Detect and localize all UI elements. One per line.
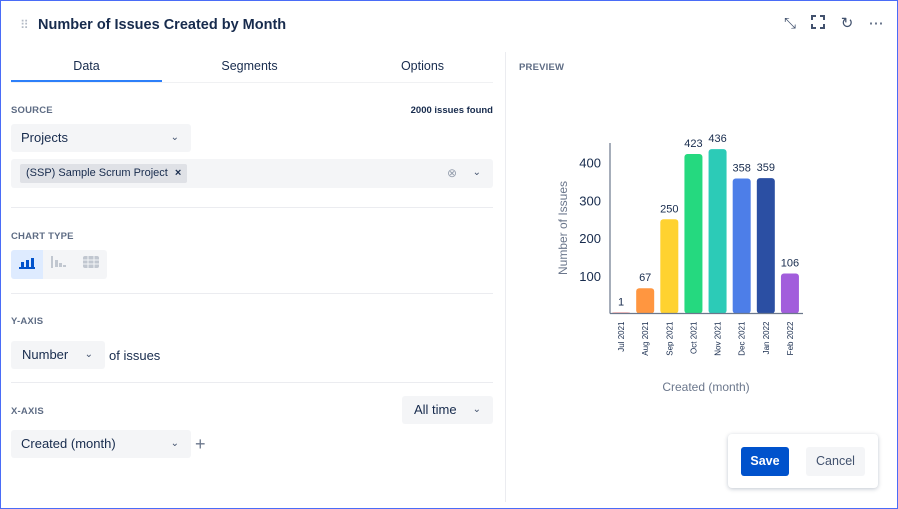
data-label: 358 (733, 163, 751, 175)
bar-chart-icon (19, 258, 35, 269)
tab-segments[interactable]: Segments (221, 59, 278, 73)
stacked-bar-icon (51, 256, 66, 268)
x-tick-label: Aug 2021 (641, 321, 650, 356)
x-axis-title: Created (month) (662, 380, 749, 394)
x-axis-select[interactable]: Created (month) ⌄ (11, 430, 191, 458)
y-tick-label: 400 (579, 156, 601, 171)
x-tick-label: Jan 2022 (762, 321, 771, 354)
x-tick-label: Oct 2021 (689, 321, 698, 354)
page-title: Number of Issues Created by Month (38, 17, 287, 33)
x-tick-label: Dec 2021 (738, 321, 747, 356)
source-select[interactable]: Projects ⌄ (11, 124, 191, 152)
x-tick-label: Nov 2021 (714, 321, 723, 356)
bar (732, 178, 751, 314)
time-range-value: All time (414, 402, 457, 417)
chevron-down-icon: ⌄ (472, 404, 481, 415)
project-tag: (SSP) Sample Scrum Project × (20, 164, 188, 183)
source-label: SOURCE (11, 105, 53, 116)
stacked-bar-option[interactable] (43, 250, 75, 279)
divider (11, 207, 493, 208)
divider (11, 293, 493, 294)
add-icon[interactable]: + (195, 434, 206, 454)
collapse-icon[interactable]: ⤡ (783, 15, 796, 32)
clear-icon[interactable]: ⊗ (446, 166, 457, 180)
table-icon (83, 256, 99, 268)
data-label: 359 (757, 162, 775, 174)
y-axis-select[interactable]: Number ⌄ (11, 341, 105, 369)
data-label: 67 (639, 272, 651, 284)
tab-data[interactable]: Data (11, 52, 162, 82)
table-option[interactable] (75, 250, 107, 279)
x-tick-label: Sep 2021 (665, 321, 674, 356)
bar (684, 154, 703, 314)
y-tick-label: 200 (579, 231, 601, 246)
divider (11, 382, 493, 383)
tab-divider (11, 82, 493, 83)
issues-count: 2000 issues found (410, 105, 493, 116)
y-axis-suffix: of issues (109, 348, 161, 363)
chevron-down-icon: ⌄ (170, 132, 179, 143)
bar-chart-option[interactable] (11, 250, 43, 279)
data-label: 106 (781, 258, 799, 270)
data-label: 436 (708, 133, 726, 145)
bar (780, 273, 799, 314)
y-tick-label: 300 (579, 193, 601, 208)
action-popup: Save Cancel (728, 434, 878, 488)
bar (636, 288, 655, 314)
save-button[interactable]: Save (741, 447, 789, 476)
tab-options[interactable]: Options (400, 59, 445, 73)
y-axis-title: Number of Issues (556, 181, 570, 275)
chevron-down-icon: ⌄ (84, 349, 93, 360)
x-axis-label: X-AXIS (11, 406, 44, 417)
more-icon[interactable]: ⋯ (868, 15, 884, 32)
x-axis-select-value: Created (month) (21, 436, 116, 451)
data-label: 250 (660, 203, 678, 215)
source-select-value: Projects (21, 130, 68, 145)
chart-type-label: CHART TYPE (11, 231, 74, 242)
data-label: 1 (618, 297, 624, 309)
bar (660, 219, 679, 314)
fullscreen-icon[interactable] (808, 14, 828, 34)
bar (756, 178, 775, 314)
project-tag-label: (SSP) Sample Scrum Project (26, 167, 168, 179)
y-tick-label: 100 (579, 269, 601, 284)
x-tick-label: Jul 2021 (617, 321, 626, 352)
chevron-down-icon: ⌄ (170, 438, 179, 449)
panel-divider (505, 52, 506, 502)
x-tick-label: Feb 2022 (786, 321, 795, 355)
y-axis-label: Y-AXIS (11, 316, 44, 327)
refresh-icon[interactable]: ↻ (840, 15, 854, 32)
data-label: 423 (684, 138, 702, 150)
preview-label: PREVIEW (519, 62, 565, 73)
y-axis-select-value: Number (22, 347, 69, 362)
remove-tag-icon[interactable]: × (174, 167, 182, 179)
chevron-down-icon[interactable]: ⌄ (472, 167, 481, 178)
bar (708, 149, 727, 314)
cancel-button[interactable]: Cancel (806, 447, 865, 476)
time-range-select[interactable]: All time ⌄ (402, 396, 493, 424)
drag-handle-icon[interactable]: ⠿ (20, 18, 29, 32)
